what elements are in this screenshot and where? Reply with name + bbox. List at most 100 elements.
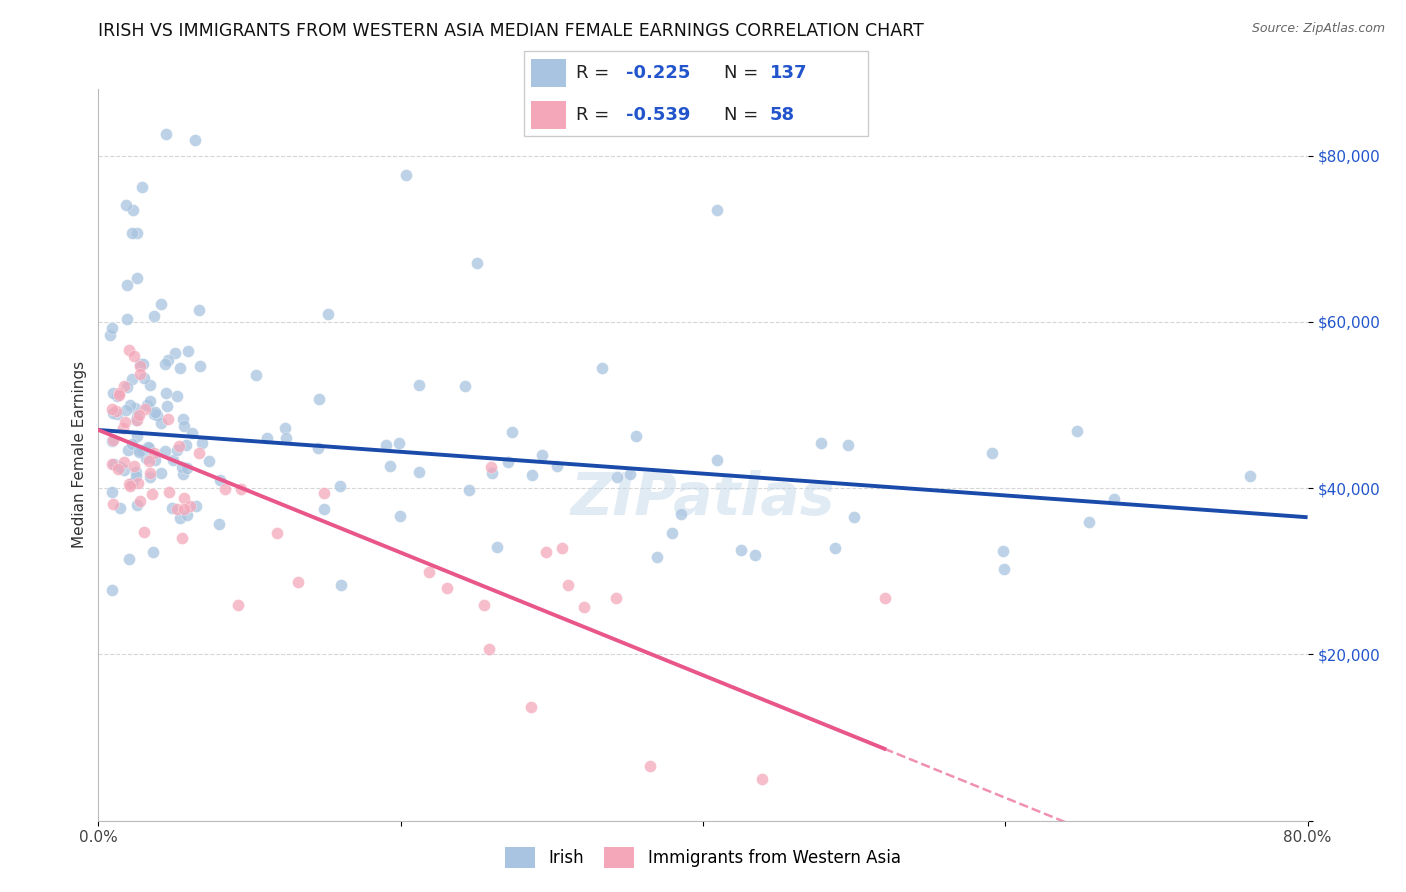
Point — [129, 367, 152, 381]
Point — [101, 402, 124, 417]
Point — [156, 352, 179, 367]
Point — [139, 394, 162, 409]
Point — [129, 359, 152, 373]
Point — [138, 454, 160, 468]
Point — [121, 437, 143, 451]
Point — [115, 198, 138, 212]
Point — [308, 392, 330, 407]
Point — [107, 462, 129, 476]
Point — [478, 642, 501, 657]
Point — [160, 501, 183, 516]
Point — [546, 458, 568, 473]
Point — [184, 133, 207, 147]
Point — [501, 425, 523, 440]
Text: N =: N = — [724, 64, 763, 82]
Point — [378, 459, 401, 474]
Point — [131, 443, 153, 458]
Point — [842, 509, 865, 524]
Point — [187, 446, 209, 460]
Point — [142, 407, 165, 421]
Point — [329, 478, 352, 492]
Point — [162, 452, 184, 467]
Point — [574, 599, 596, 614]
Point — [873, 591, 896, 605]
Point — [128, 444, 150, 458]
Point — [172, 412, 194, 426]
Point — [619, 467, 641, 481]
Point — [744, 548, 766, 562]
Point — [153, 357, 176, 371]
Point — [408, 378, 430, 392]
Point — [125, 465, 148, 479]
Point — [101, 457, 124, 471]
Point — [375, 438, 398, 452]
Point — [139, 470, 162, 484]
Point — [105, 407, 128, 421]
Point — [112, 463, 135, 477]
Point — [436, 581, 458, 595]
Point — [134, 450, 156, 465]
Point — [115, 380, 138, 394]
Point — [1066, 424, 1088, 438]
Point — [1102, 491, 1125, 506]
Point — [188, 359, 211, 373]
Point — [157, 411, 180, 425]
Point — [127, 409, 149, 424]
Point — [176, 508, 198, 522]
Point — [125, 429, 148, 443]
Point — [105, 389, 128, 403]
Point — [112, 379, 135, 393]
Point — [121, 226, 143, 240]
Point — [166, 443, 188, 458]
Point — [638, 758, 661, 772]
Point — [307, 441, 329, 455]
FancyBboxPatch shape — [531, 101, 567, 129]
Point — [453, 378, 475, 392]
Point — [245, 368, 267, 383]
Point — [142, 309, 165, 323]
Point — [163, 346, 186, 360]
Text: 137: 137 — [770, 64, 807, 82]
Point — [174, 438, 197, 452]
Point — [173, 502, 195, 516]
Point — [408, 465, 430, 479]
Point — [605, 591, 627, 606]
Point — [496, 455, 519, 469]
Point — [118, 479, 141, 493]
FancyBboxPatch shape — [531, 59, 567, 87]
Point — [115, 403, 138, 417]
Point — [645, 549, 668, 564]
Point — [706, 202, 728, 217]
Legend: Irish, Immigrants from Western Asia: Irish, Immigrants from Western Asia — [499, 841, 907, 874]
Point — [131, 357, 153, 371]
Point — [551, 541, 574, 556]
Text: Source: ZipAtlas.com: Source: ZipAtlas.com — [1251, 22, 1385, 36]
Point — [128, 408, 150, 422]
Point — [118, 551, 141, 566]
Point — [557, 578, 579, 592]
Point — [274, 421, 297, 435]
Point — [122, 349, 145, 363]
Point — [111, 421, 134, 435]
Point — [418, 566, 440, 580]
Point — [287, 574, 309, 589]
Point — [534, 545, 557, 559]
Point — [312, 485, 335, 500]
Text: R =: R = — [576, 64, 616, 82]
Point — [156, 399, 179, 413]
Point — [108, 500, 131, 515]
Point — [150, 417, 173, 431]
Point — [141, 487, 163, 501]
Point — [388, 436, 411, 450]
Point — [481, 467, 503, 481]
Point — [114, 455, 136, 469]
Point — [114, 415, 136, 429]
Point — [980, 445, 1002, 459]
Point — [173, 491, 195, 505]
Point — [214, 483, 236, 497]
Point — [104, 403, 127, 417]
Point — [121, 203, 143, 218]
Point — [117, 477, 139, 491]
Point — [108, 385, 131, 400]
Point — [100, 484, 122, 499]
